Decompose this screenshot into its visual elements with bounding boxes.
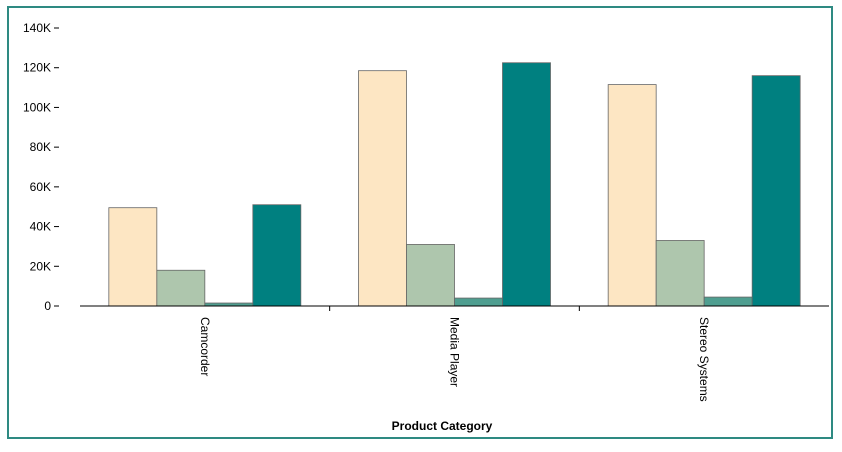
y-tick-label: 40K — [30, 220, 51, 234]
y-tick-label: 80K — [30, 140, 51, 154]
y-tick-label: 20K — [30, 259, 51, 273]
x-tick-label: Media Player — [448, 317, 462, 387]
bar-camcorder-2 — [156, 269, 206, 307]
y-axis: 0 20K 40K 60K 80K 100K 120K 140K — [23, 21, 59, 313]
bar-stereo-systems-3 — [703, 296, 753, 307]
y-tick-label: 60K — [30, 180, 51, 194]
y-tick-label: 140K — [23, 21, 51, 35]
bar-media-player-4 — [502, 62, 551, 307]
bar-media-player-2 — [406, 244, 455, 307]
bars — [108, 62, 801, 307]
y-tick-label: 100K — [23, 100, 51, 114]
x-axis: Camcorder Media Player Stereo Systems — [80, 305, 829, 402]
x-tick-label: Camcorder — [198, 317, 212, 376]
bar-stereo-systems-1 — [607, 84, 657, 307]
bar-media-player-1 — [358, 70, 407, 307]
y-tick-label: 0 — [44, 299, 51, 313]
bar-stereo-systems-4 — [751, 75, 801, 307]
bar-camcorder-1 — [108, 207, 158, 307]
x-axis-title: Product Category — [392, 419, 493, 433]
bar-media-player-3 — [454, 297, 503, 307]
x-tick-label: Stereo Systems — [697, 317, 711, 402]
bar-stereo-systems-2 — [655, 240, 705, 307]
chart-frame — [7, 6, 833, 439]
y-tick-label: 120K — [23, 61, 51, 75]
bar-camcorder-4 — [252, 204, 302, 307]
